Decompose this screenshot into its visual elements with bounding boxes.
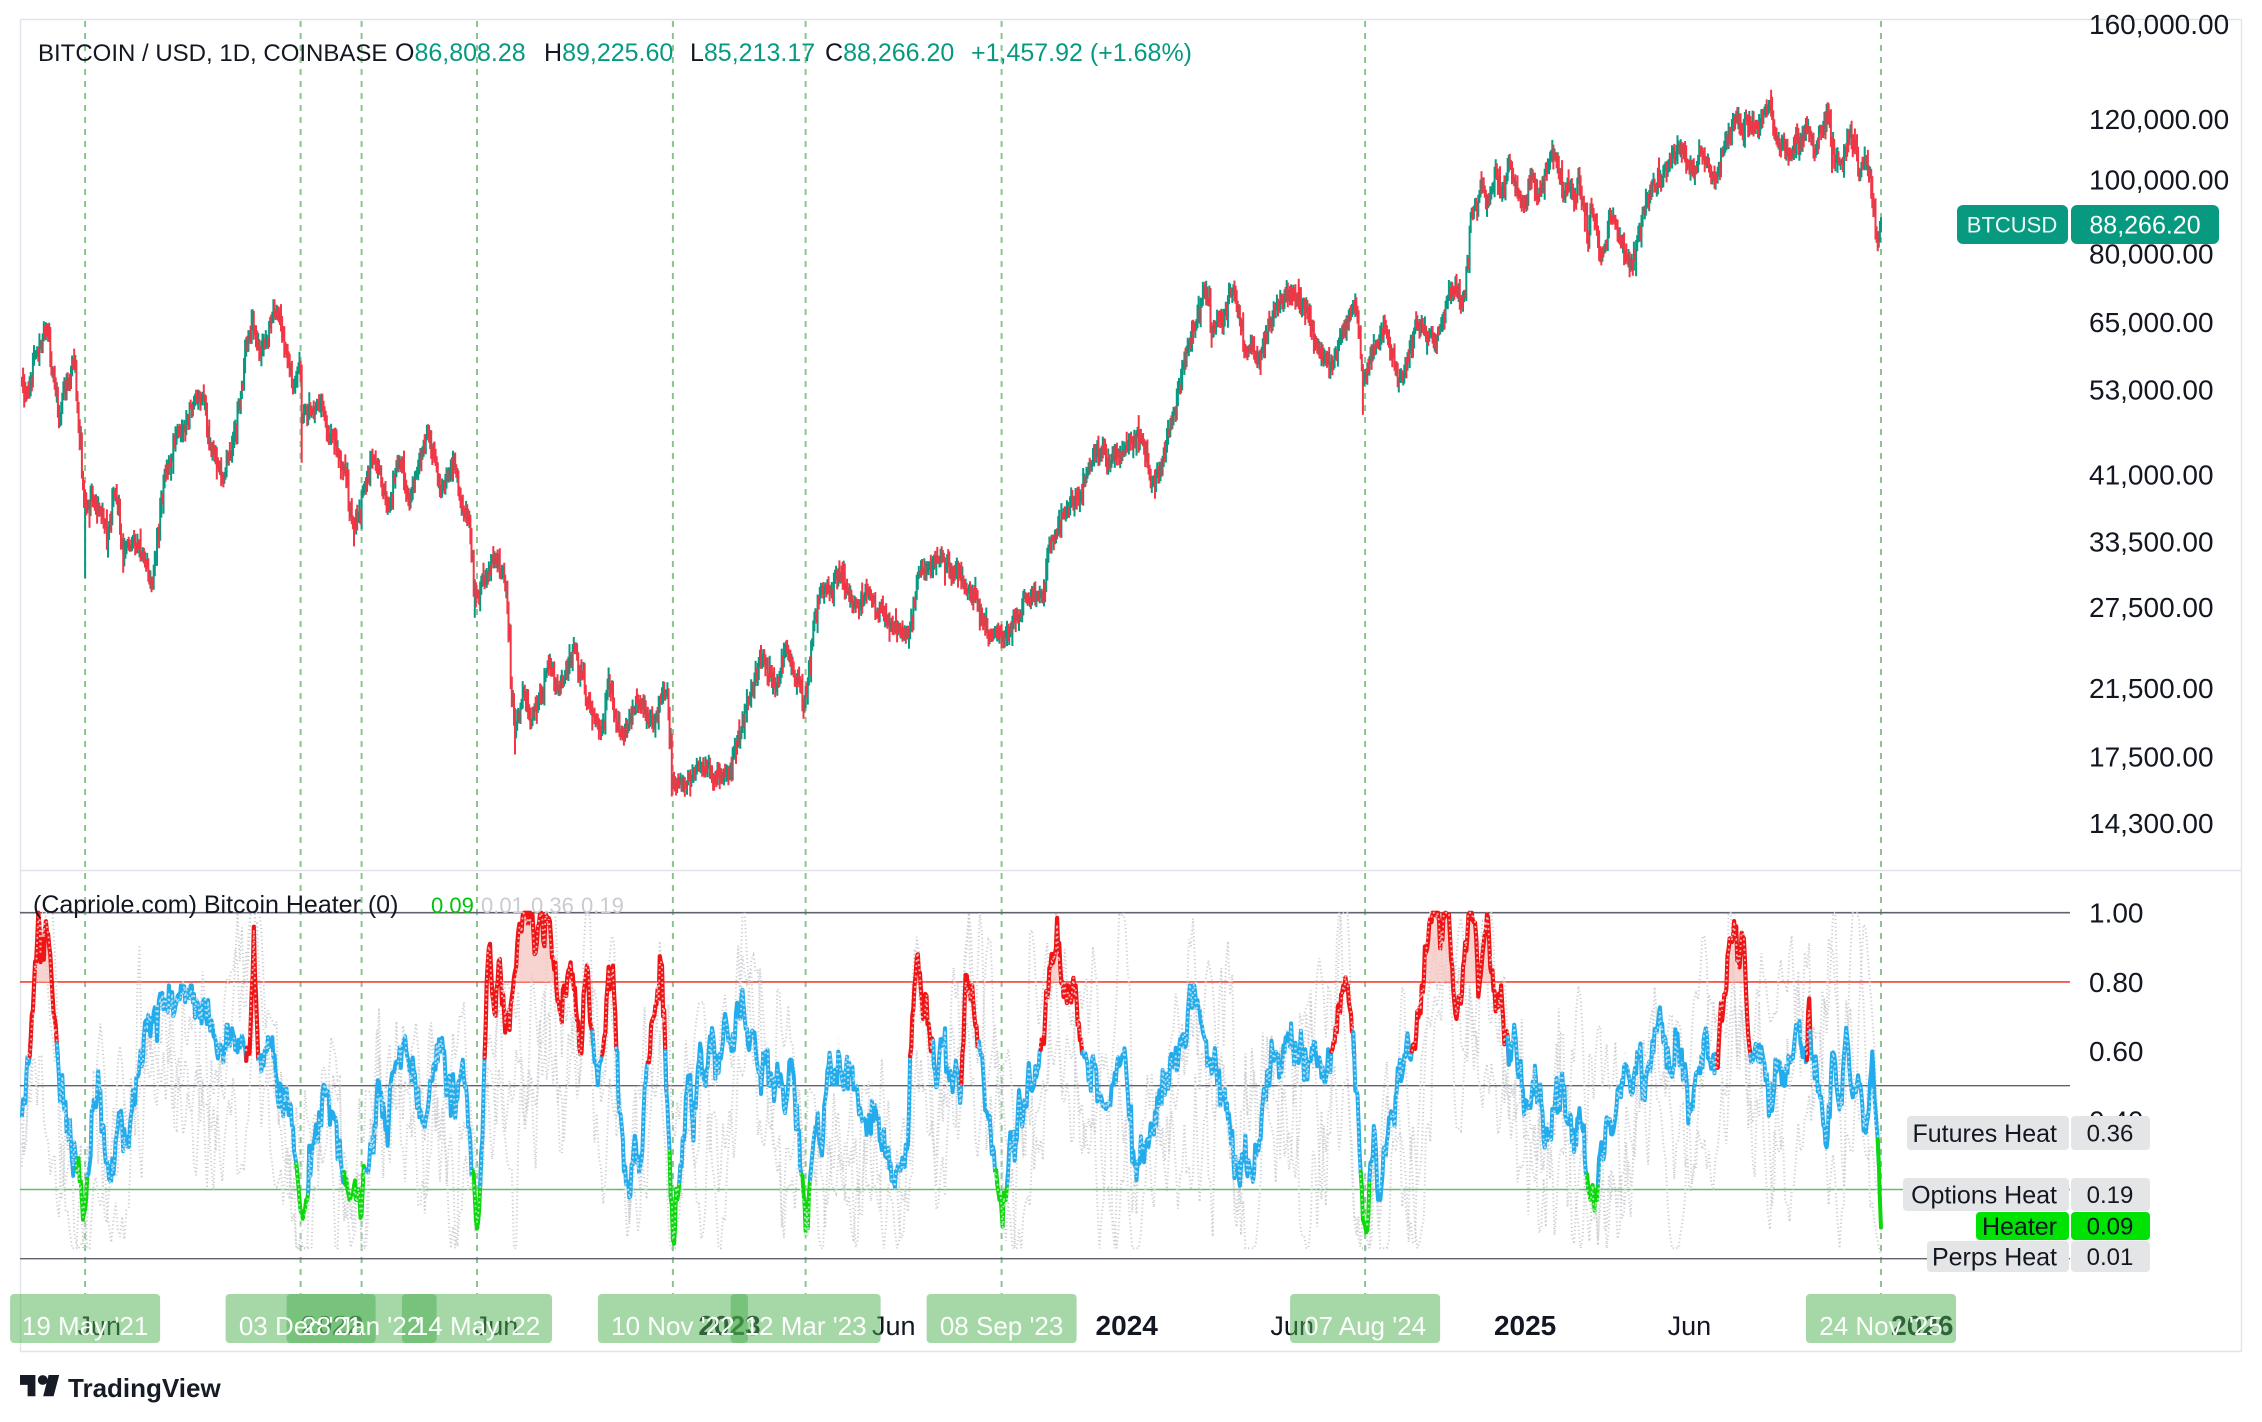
svg-text:27,500.00: 27,500.00 — [2089, 592, 2214, 623]
svg-text:0.36: 0.36 — [2087, 1121, 2134, 1148]
svg-text:0.19: 0.19 — [2087, 1182, 2134, 1209]
svg-text:L85,213.17: L85,213.17 — [690, 39, 815, 67]
svg-text:0.80: 0.80 — [2089, 967, 2144, 998]
svg-text:03 Dec '21: 03 Dec '21 — [239, 1311, 363, 1341]
svg-text:2024: 2024 — [1096, 1310, 1159, 1341]
svg-text:53,000.00: 53,000.00 — [2089, 375, 2214, 406]
svg-text:TradingView: TradingView — [68, 1373, 221, 1403]
svg-text:33,500.00: 33,500.00 — [2089, 527, 2214, 558]
svg-text:Heater: Heater — [1982, 1213, 2057, 1241]
svg-text:BTCUSD: BTCUSD — [1967, 213, 2057, 238]
svg-text:0.09: 0.09 — [431, 893, 474, 918]
svg-text:10 Nov '22: 10 Nov '22 — [611, 1311, 735, 1341]
svg-text:0.60: 0.60 — [2089, 1036, 2144, 1067]
svg-text:88,266.20: 88,266.20 — [2089, 212, 2200, 240]
svg-text:BITCOIN / USD, 1D, COINBASE: BITCOIN / USD, 1D, COINBASE — [38, 40, 387, 67]
svg-text:2025: 2025 — [1494, 1310, 1556, 1341]
svg-text:12 Mar '23: 12 Mar '23 — [745, 1311, 867, 1341]
svg-text:160,000.00: 160,000.00 — [2089, 9, 2229, 40]
svg-text:Options Heat: Options Heat — [1911, 1182, 2057, 1210]
svg-text:1.00: 1.00 — [2089, 898, 2144, 929]
svg-text:+1,457.92 (+1.68%): +1,457.92 (+1.68%) — [971, 39, 1192, 67]
svg-text:0.01: 0.01 — [481, 893, 524, 918]
svg-text:0.36: 0.36 — [531, 893, 574, 918]
svg-text:14 May '22: 14 May '22 — [414, 1311, 540, 1341]
svg-text:H89,225.60: H89,225.60 — [544, 39, 673, 67]
svg-text:0.01: 0.01 — [2087, 1244, 2134, 1271]
svg-text:Futures Heat: Futures Heat — [1912, 1120, 2057, 1148]
svg-text:28 Jan '22: 28 Jan '22 — [302, 1311, 421, 1341]
svg-text:(Capriole.com) Bitcoin Heater: (Capriole.com) Bitcoin Heater (0) — [33, 891, 398, 919]
svg-text:07 Aug '24: 07 Aug '24 — [1304, 1311, 1426, 1341]
svg-text:120,000.00: 120,000.00 — [2089, 104, 2229, 135]
svg-text:65,000.00: 65,000.00 — [2089, 307, 2214, 338]
svg-text:24 Nov '25: 24 Nov '25 — [1819, 1311, 1943, 1341]
svg-text:Perps Heat: Perps Heat — [1932, 1244, 2057, 1272]
svg-text:0.09: 0.09 — [2087, 1214, 2134, 1241]
svg-text:19 May '21: 19 May '21 — [22, 1311, 148, 1341]
svg-text:C88,266.20: C88,266.20 — [825, 39, 954, 67]
svg-text:17,500.00: 17,500.00 — [2089, 741, 2214, 772]
svg-text:08 Sep '23: 08 Sep '23 — [940, 1311, 1064, 1341]
svg-text:41,000.00: 41,000.00 — [2089, 460, 2214, 491]
svg-text:O86,808.28: O86,808.28 — [395, 39, 526, 67]
svg-text:100,000.00: 100,000.00 — [2089, 165, 2229, 196]
svg-text:0.19: 0.19 — [581, 893, 624, 918]
svg-text:Jun: Jun — [1668, 1311, 1712, 1341]
svg-text:21,500.00: 21,500.00 — [2089, 673, 2214, 704]
svg-text:14,300.00: 14,300.00 — [2089, 808, 2214, 839]
